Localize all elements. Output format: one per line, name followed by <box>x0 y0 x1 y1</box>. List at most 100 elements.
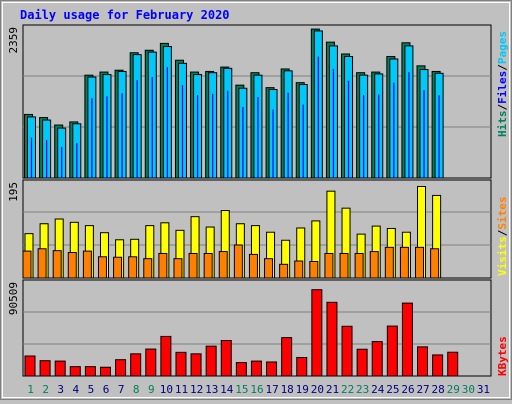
x-axis-day-label: 10 <box>160 383 173 396</box>
sites-bar <box>97 256 107 279</box>
x-axis-day-label: 25 <box>386 383 399 396</box>
sites-bar <box>264 258 274 279</box>
legend-kbytes: KBytes <box>496 336 509 376</box>
x-axis-day-label: 3 <box>57 383 64 396</box>
x-axis-day-label: 26 <box>401 383 414 396</box>
y-axis-max-label-3: 90509 <box>7 282 20 315</box>
sites-bar <box>415 246 425 279</box>
kbytes-bar <box>371 341 383 377</box>
kbytes-bar <box>220 340 232 377</box>
x-axis-day-label: 24 <box>371 383 385 396</box>
kbytes-bar <box>326 301 338 377</box>
kbytes-bar <box>24 355 36 377</box>
x-axis-day-label: 16 <box>250 383 263 396</box>
kbytes-bar <box>235 362 247 377</box>
x-axis-day-label: 22 <box>341 383 354 396</box>
legend-hits-files-pages: Hits/Files/Pages <box>496 31 509 137</box>
sites-bar <box>82 250 92 279</box>
sites-bar <box>233 244 243 279</box>
kbytes-bar <box>130 353 142 377</box>
x-axis-day-label: 30 <box>462 383 475 396</box>
kbytes-bar <box>84 366 96 377</box>
sites-bar <box>294 260 304 279</box>
kbytes-bar <box>386 325 398 377</box>
legend-kbytes-item-0: KBytes <box>496 336 509 376</box>
sites-bar <box>339 252 349 279</box>
sites-bar <box>384 246 394 279</box>
x-axis-day-label: 21 <box>326 383 339 396</box>
x-axis-day-label: 12 <box>190 383 203 396</box>
x-axis-day-label: 29 <box>447 383 460 396</box>
legend-hits-files-pages-item-1: / <box>496 104 509 111</box>
sites-bar <box>113 256 123 279</box>
kbytes-bar <box>281 337 293 377</box>
sites-bar <box>354 252 364 279</box>
sites-bar <box>173 258 183 279</box>
x-axis-day-label: 13 <box>205 383 218 396</box>
x-axis-day-label: 31 <box>477 383 490 396</box>
sites-bar <box>188 252 198 279</box>
sites-bar <box>309 260 319 279</box>
sites-bar <box>52 250 62 279</box>
x-axis-day-label: 20 <box>311 383 324 396</box>
sites-bar <box>128 256 138 279</box>
sites-bar <box>369 251 379 279</box>
sites-bar <box>279 263 289 279</box>
y-axis-labels: 2359 195 90509 <box>7 27 20 315</box>
sites-bar <box>324 252 334 279</box>
kbytes-bar <box>296 357 308 377</box>
kbytes-bar <box>417 346 429 377</box>
sites-bar <box>37 248 47 279</box>
kbytes-bar <box>69 366 81 377</box>
sites-bar <box>218 251 228 279</box>
x-axis-day-label: 28 <box>432 383 445 396</box>
kbytes-bar <box>401 302 413 377</box>
x-axis-day-label: 23 <box>356 383 369 396</box>
kbytes-bar <box>190 353 202 377</box>
x-axis-day-label: 2 <box>42 383 49 396</box>
sites-bar <box>430 248 440 279</box>
kbytes-bar <box>175 351 187 377</box>
sites-bar <box>399 246 409 279</box>
kbytes-bar <box>115 359 127 377</box>
x-axis-labels: 1 2 3 4 5 6 7 8 9 10 11 12 13 14 15 16 17 18 19 20 21 22 23 24 2… <box>27 383 490 396</box>
legend-hits-files-pages-item-2: Files <box>496 71 509 104</box>
x-axis-day-label: 5 <box>88 383 95 396</box>
bars <box>22 28 459 377</box>
legend-visits-sites-item-1: / <box>496 229 509 236</box>
x-axis-day-label: 14 <box>220 383 234 396</box>
kbytes-bar <box>205 345 217 377</box>
panel-3-area <box>22 279 492 377</box>
x-axis-day-label: 6 <box>103 383 110 396</box>
legend-hits-files-pages-item-0: Hits <box>496 111 509 138</box>
frame-border-inner <box>2 2 510 398</box>
sites-bar <box>158 252 168 279</box>
x-axis-day-label: 8 <box>133 383 140 396</box>
y-axis-max-label-1: 2359 <box>7 27 20 54</box>
x-axis-day-label: 9 <box>148 383 155 396</box>
sites-bar <box>67 252 77 279</box>
x-axis-day-label: 4 <box>73 383 80 396</box>
chart-title: Daily usage for February 2020 <box>20 8 230 22</box>
x-axis-day-label: 17 <box>265 383 278 396</box>
x-axis-day-label: 15 <box>235 383 248 396</box>
sites-bar <box>248 253 258 279</box>
kbytes-bar <box>447 351 459 377</box>
legend-visits-sites-item-2: Sites <box>496 197 509 230</box>
kbytes-bar <box>311 289 323 377</box>
x-axis-day-label: 1 <box>27 383 34 396</box>
kbytes-bar <box>99 366 111 377</box>
sites-bar <box>22 250 32 279</box>
kbytes-bar <box>432 354 444 377</box>
kbytes-bar <box>250 360 262 377</box>
sites-bar <box>143 258 153 279</box>
legend-visits-sites: Visits/Sites <box>496 197 509 277</box>
legend-visits-sites-item-0: Visits <box>496 236 509 276</box>
kbytes-bar <box>39 360 51 377</box>
legend-hits-files-pages-item-3: / <box>496 64 509 71</box>
kbytes-bar <box>160 335 172 377</box>
x-axis-day-label: 18 <box>281 383 294 396</box>
